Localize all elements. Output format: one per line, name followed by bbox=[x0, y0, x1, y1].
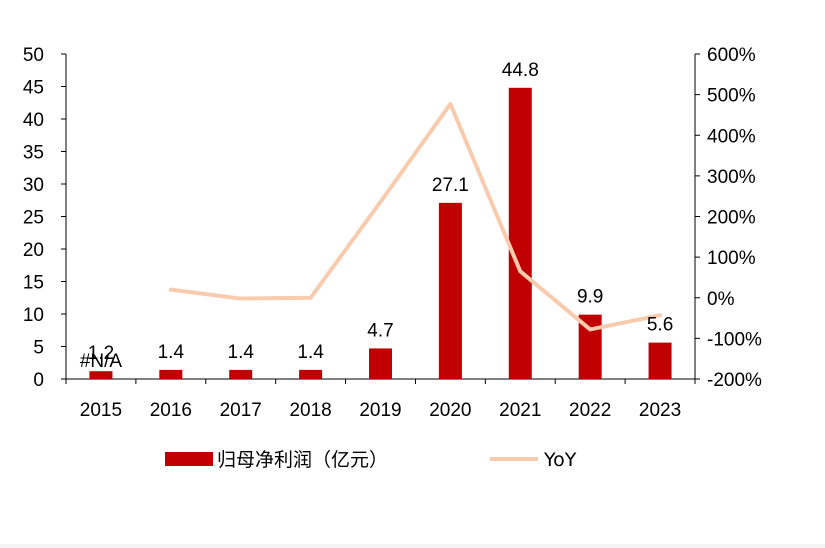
x-tick-label: 2021 bbox=[499, 400, 541, 421]
bar-value-label: 5.6 bbox=[647, 315, 673, 336]
bar-value-label: 9.9 bbox=[577, 287, 603, 308]
bars bbox=[89, 87, 672, 380]
right-tick-label: 200% bbox=[707, 208, 756, 229]
bar-2021 bbox=[508, 87, 532, 380]
yoy-na-label: #N/A bbox=[80, 351, 123, 372]
bar-2018 bbox=[299, 369, 323, 379]
axes: 0 5 10 15 20 25 30 35 40 45 50 -200% -100% 0% 100% 200%… bbox=[23, 45, 762, 421]
left-tick-label: 50 bbox=[23, 45, 44, 66]
x-tick-label: 2020 bbox=[429, 400, 471, 421]
x-tick-label: 2018 bbox=[289, 400, 331, 421]
right-tick-label: 0% bbox=[707, 289, 735, 310]
left-tick-label: 20 bbox=[23, 240, 44, 261]
bar-2015 bbox=[89, 371, 113, 379]
bottom-divider bbox=[0, 544, 825, 548]
legend-bar-swatch bbox=[165, 452, 213, 466]
x-tick-label: 2015 bbox=[80, 400, 122, 421]
left-tick-label: 30 bbox=[23, 175, 44, 196]
bar-2016 bbox=[159, 369, 183, 379]
bar-value-label: 1.2 bbox=[88, 343, 114, 364]
bar-2023 bbox=[648, 342, 672, 379]
right-tick-label: 400% bbox=[707, 126, 756, 147]
x-tick-label: 2023 bbox=[639, 400, 681, 421]
left-tick-label: 45 bbox=[23, 78, 44, 99]
legend-bar-label: 归母净利润（亿元） bbox=[217, 449, 388, 471]
right-tick-label: -200% bbox=[707, 370, 762, 391]
legend-line-label: YoY bbox=[543, 449, 577, 471]
data-labels: 1.2 1.4 1.4 1.4 4.7 27.1 44.8 9.9 5.6 #N/A bbox=[80, 60, 673, 372]
bar-value-label: 4.7 bbox=[367, 320, 393, 341]
left-tick-label: 35 bbox=[23, 143, 44, 164]
bar-2019 bbox=[369, 348, 392, 379]
right-tick-label: 300% bbox=[707, 167, 756, 188]
bar-value-label: 1.4 bbox=[297, 342, 324, 363]
x-tick-label: 2022 bbox=[569, 400, 611, 421]
bar-value-label: 1.4 bbox=[158, 342, 185, 363]
left-tick-label: 0 bbox=[33, 370, 44, 391]
yoy-line bbox=[168, 101, 663, 332]
right-tick-label: 600% bbox=[707, 45, 756, 66]
legend: 归母净利润（亿元） YoY bbox=[165, 449, 577, 471]
bar-value-label: 27.1 bbox=[432, 175, 469, 196]
x-tick-label: 2019 bbox=[359, 400, 401, 421]
left-tick-label: 10 bbox=[23, 305, 44, 326]
bar-value-label: 1.4 bbox=[228, 342, 255, 363]
left-tick-label: 25 bbox=[23, 208, 44, 229]
bar-value-label: 44.8 bbox=[502, 60, 539, 81]
bar-2017 bbox=[229, 369, 253, 379]
x-tick-label: 2017 bbox=[220, 400, 262, 421]
right-tick-label: 500% bbox=[707, 86, 756, 107]
bar-2022 bbox=[578, 314, 602, 379]
left-tick-label: 40 bbox=[23, 110, 44, 131]
right-tick-label: -100% bbox=[707, 329, 762, 350]
bar-2020 bbox=[438, 202, 462, 379]
x-tick-label: 2016 bbox=[150, 400, 192, 421]
right-tick-label: 100% bbox=[707, 248, 756, 269]
left-tick-label: 15 bbox=[23, 273, 44, 294]
left-tick-label: 5 bbox=[33, 338, 44, 359]
yoy-line-layer bbox=[168, 101, 663, 332]
